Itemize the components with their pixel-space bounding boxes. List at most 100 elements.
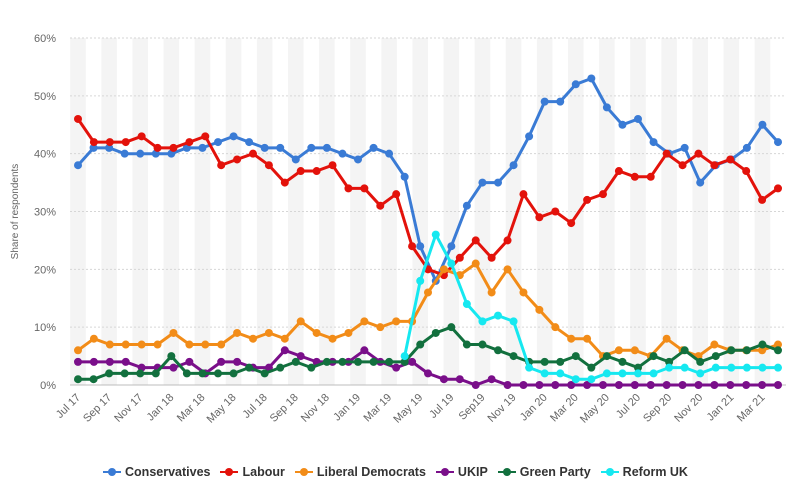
data-point[interactable]: [727, 363, 736, 372]
data-point[interactable]: [120, 149, 129, 158]
data-point[interactable]: [338, 149, 347, 158]
data-point[interactable]: [260, 143, 269, 152]
data-point[interactable]: [214, 369, 222, 378]
data-point[interactable]: [291, 155, 300, 164]
data-point[interactable]: [185, 357, 194, 366]
data-point[interactable]: [322, 357, 331, 366]
data-point[interactable]: [509, 352, 518, 361]
data-point[interactable]: [694, 381, 703, 389]
data-point[interactable]: [487, 375, 496, 384]
data-point[interactable]: [400, 357, 409, 366]
data-point[interactable]: [694, 149, 703, 158]
data-point[interactable]: [556, 357, 565, 366]
data-point[interactable]: [74, 114, 82, 123]
data-point[interactable]: [494, 178, 502, 187]
data-point[interactable]: [758, 195, 767, 204]
legend-item[interactable]: Labour: [220, 465, 285, 479]
data-point[interactable]: [105, 369, 114, 378]
data-point[interactable]: [618, 357, 627, 366]
data-point[interactable]: [680, 346, 689, 355]
data-point[interactable]: [678, 381, 687, 389]
data-point[interactable]: [710, 381, 719, 389]
data-point[interactable]: [431, 230, 440, 239]
data-point[interactable]: [185, 138, 194, 147]
data-point[interactable]: [120, 369, 129, 378]
data-point[interactable]: [296, 317, 305, 326]
data-point[interactable]: [602, 352, 611, 361]
data-point[interactable]: [137, 132, 146, 141]
data-point[interactable]: [416, 242, 425, 251]
data-point[interactable]: [478, 317, 487, 326]
data-point[interactable]: [296, 167, 305, 176]
data-point[interactable]: [758, 340, 767, 349]
data-point[interactable]: [614, 381, 623, 389]
data-point[interactable]: [439, 265, 448, 274]
data-point[interactable]: [198, 369, 207, 378]
data-point[interactable]: [217, 340, 226, 349]
data-point[interactable]: [408, 242, 417, 251]
data-point[interactable]: [462, 201, 471, 210]
data-point[interactable]: [535, 381, 544, 389]
data-point[interactable]: [455, 375, 464, 384]
data-point[interactable]: [567, 381, 576, 389]
data-point[interactable]: [229, 369, 238, 378]
data-point[interactable]: [185, 340, 194, 349]
data-point[interactable]: [360, 184, 369, 193]
data-point[interactable]: [447, 323, 456, 332]
data-point[interactable]: [376, 201, 385, 210]
data-point[interactable]: [602, 103, 611, 112]
data-point[interactable]: [447, 259, 456, 268]
data-point[interactable]: [525, 363, 534, 372]
data-point[interactable]: [233, 155, 242, 164]
data-point[interactable]: [471, 259, 480, 268]
data-point[interactable]: [696, 369, 705, 378]
data-point[interactable]: [471, 381, 480, 389]
data-point[interactable]: [249, 149, 257, 158]
data-point[interactable]: [169, 143, 178, 152]
data-point[interactable]: [153, 340, 162, 349]
data-point[interactable]: [711, 363, 720, 372]
data-point[interactable]: [137, 340, 146, 349]
data-point[interactable]: [571, 352, 580, 361]
data-point[interactable]: [291, 357, 300, 366]
data-point[interactable]: [742, 363, 751, 372]
data-point[interactable]: [280, 334, 289, 343]
data-point[interactable]: [494, 311, 502, 320]
data-point[interactable]: [280, 178, 289, 187]
data-point[interactable]: [551, 323, 560, 332]
data-point[interactable]: [634, 369, 642, 378]
legend-item[interactable]: Green Party: [497, 465, 591, 479]
data-point[interactable]: [344, 328, 353, 337]
data-point[interactable]: [89, 357, 98, 366]
data-point[interactable]: [307, 143, 316, 152]
data-point[interactable]: [167, 352, 176, 361]
data-point[interactable]: [478, 178, 487, 187]
data-point[interactable]: [369, 143, 378, 152]
data-point[interactable]: [431, 328, 440, 337]
data-point[interactable]: [519, 190, 528, 199]
data-point[interactable]: [774, 381, 782, 389]
data-point[interactable]: [385, 357, 394, 366]
data-point[interactable]: [571, 375, 580, 384]
data-point[interactable]: [74, 375, 82, 384]
data-point[interactable]: [89, 138, 98, 147]
data-point[interactable]: [758, 381, 767, 389]
legend-item[interactable]: UKIP: [435, 465, 488, 479]
data-point[interactable]: [312, 167, 321, 176]
data-point[interactable]: [74, 357, 82, 366]
data-point[interactable]: [758, 120, 767, 129]
data-point[interactable]: [121, 138, 130, 147]
data-point[interactable]: [571, 80, 580, 89]
data-point[interactable]: [307, 363, 316, 372]
data-point[interactable]: [630, 381, 639, 389]
data-point[interactable]: [89, 143, 98, 152]
data-point[interactable]: [649, 352, 658, 361]
data-point[interactable]: [630, 346, 639, 355]
data-point[interactable]: [634, 114, 642, 123]
data-point[interactable]: [392, 317, 401, 326]
data-point[interactable]: [369, 357, 378, 366]
data-point[interactable]: [354, 155, 362, 164]
data-point[interactable]: [649, 369, 658, 378]
data-point[interactable]: [198, 143, 207, 152]
data-point[interactable]: [392, 363, 401, 372]
